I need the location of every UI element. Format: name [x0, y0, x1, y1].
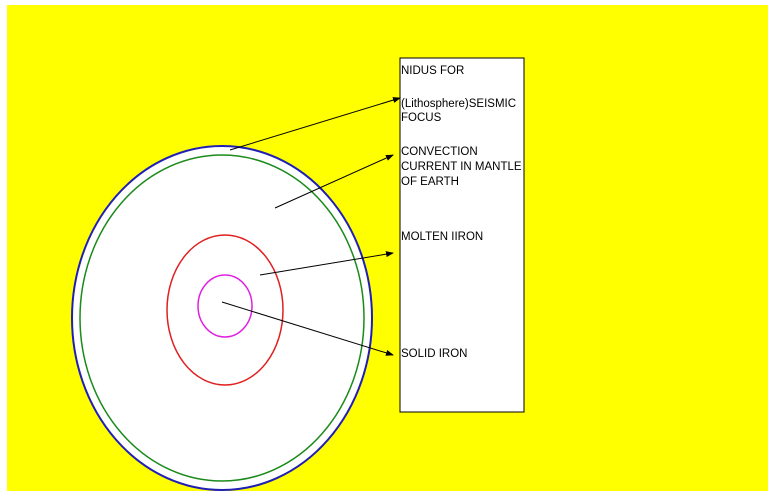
label-text: (Lithosphere)SEISMIC	[401, 98, 516, 110]
label-text: OF EARTH	[401, 176, 459, 188]
label-text: FOCUS	[401, 112, 442, 124]
label-text: CURRENT IN MANTLE	[401, 161, 522, 173]
label-text: MOLTEN IIRON	[401, 231, 483, 243]
label-text: SOLID IRON	[401, 348, 467, 360]
label-text: CONVECTION	[401, 146, 478, 158]
label-text: NIDUS FOR	[401, 65, 464, 77]
crust	[72, 146, 372, 490]
diagram: NIDUS FOR (Lithosphere)SEISMIC FOCUS CONVEC…	[0, 0, 771, 492]
